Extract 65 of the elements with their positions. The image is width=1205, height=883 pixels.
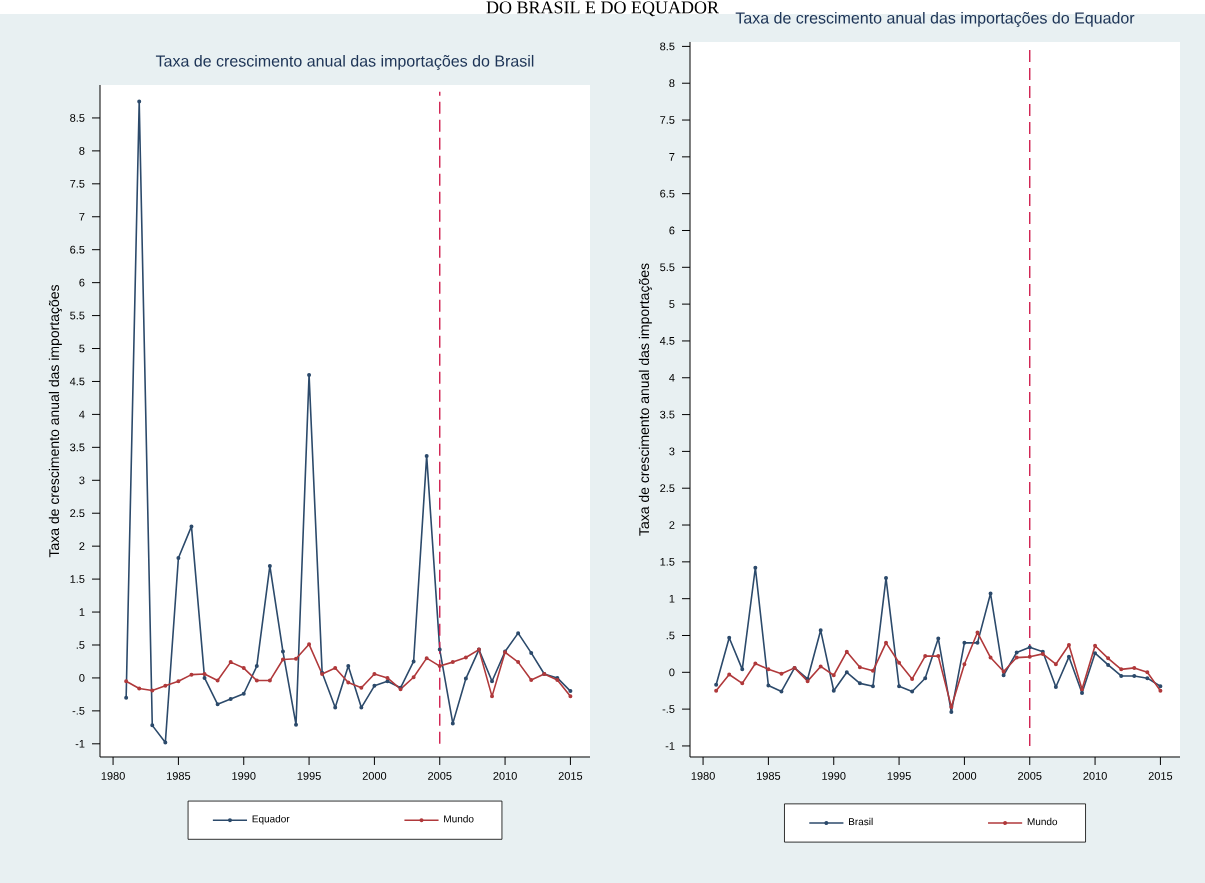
y-tick-label: 8 <box>669 79 675 88</box>
y-tick-label: 6 <box>669 226 675 235</box>
x-tick-label: 1985 <box>167 772 191 780</box>
y-tick-label: 8.5 <box>660 42 675 51</box>
y-tick-label: -1 <box>75 740 85 748</box>
y-tick-label: .5 <box>76 641 85 649</box>
x-tick-label: 2005 <box>1018 772 1042 780</box>
y-tick-label: 7.5 <box>660 116 675 124</box>
y-tick-label: 6.5 <box>70 245 85 254</box>
legend-label: Equador <box>252 815 290 825</box>
legend-label: Mundo <box>444 815 474 823</box>
text: DO BRASIL E DO EQUADOR <box>486 1 719 17</box>
x-tick-label: 1985 <box>757 772 781 780</box>
x-tick-label: 1995 <box>887 772 911 780</box>
y-tick-label: 5 <box>669 300 675 308</box>
y-tick-label: 5 <box>79 344 85 353</box>
y-tick-label: 6 <box>79 278 85 287</box>
y-tick-label: 7.5 <box>70 179 85 188</box>
y-tick-label: 4.5 <box>659 337 675 345</box>
y-tick-label: 1.5 <box>660 558 675 566</box>
y-tick-label: 2 <box>79 542 85 551</box>
y-tick-label: 8.5 <box>70 114 85 122</box>
y-tick-label: 3.5 <box>70 443 85 452</box>
x-tick-label: 2015 <box>558 772 583 780</box>
x-tick-label: 2010 <box>1083 772 1107 780</box>
x-tick-label: 2000 <box>952 772 977 780</box>
x-tick-label: 2005 <box>428 772 452 780</box>
x-tick-label: 1980 <box>101 772 125 780</box>
y-tick-label: 3 <box>79 476 85 485</box>
y-tick-label: 0 <box>669 668 675 677</box>
y-tick-label: 4.5 <box>69 377 85 386</box>
y-tick-label: 7 <box>79 212 85 221</box>
y-tick-label: 6.5 <box>660 189 675 198</box>
x-tick-label: 2000 <box>362 772 387 780</box>
x-tick-label: 1980 <box>691 772 715 780</box>
chart-title: Taxa de crescimento anual das importações do Brasil <box>155 54 534 70</box>
legend-label: Mundo <box>1027 817 1058 826</box>
y-tick-label: -.5 <box>72 707 85 715</box>
y-axis-title: Taxa de crescimento anual das importações <box>48 284 62 558</box>
y-tick-label: 2.5 <box>70 509 85 518</box>
x-tick-label: 1990 <box>232 772 256 780</box>
y-tick-label: 1 <box>669 594 675 603</box>
y-tick-label: 1 <box>79 608 85 616</box>
x-tick-label: 1995 <box>297 772 321 780</box>
y-tick-label: -1 <box>665 742 675 750</box>
y-tick-label: 2 <box>669 521 675 529</box>
y-tick-label: -.5 <box>662 705 675 713</box>
y-tick-label: 2.5 <box>660 484 675 493</box>
y-tick-label: 1.5 <box>70 575 85 583</box>
y-tick-label: 8 <box>79 146 85 155</box>
legend-label: Brasil <box>849 817 873 826</box>
y-tick-label: 4 <box>669 373 675 382</box>
y-tick-label: 4 <box>79 410 85 419</box>
y-tick-label: 5.5 <box>70 311 85 320</box>
y-tick-label: 3.5 <box>660 410 675 419</box>
y-tick-label: .5 <box>666 631 675 640</box>
x-tick-label: 2015 <box>1148 772 1173 780</box>
y-axis-title: Taxa de crescimento anual das importações <box>638 263 652 536</box>
y-tick-label: 0 <box>79 674 85 682</box>
x-tick-label: 1990 <box>822 772 846 780</box>
y-tick-label: 7 <box>669 153 675 161</box>
y-tick-label: 3 <box>669 447 675 456</box>
y-tick-label: 5.5 <box>660 263 675 272</box>
x-tick-label: 2010 <box>493 772 517 780</box>
chart-title: Taxa de crescimento anual das importações do Equador <box>735 11 1135 27</box>
